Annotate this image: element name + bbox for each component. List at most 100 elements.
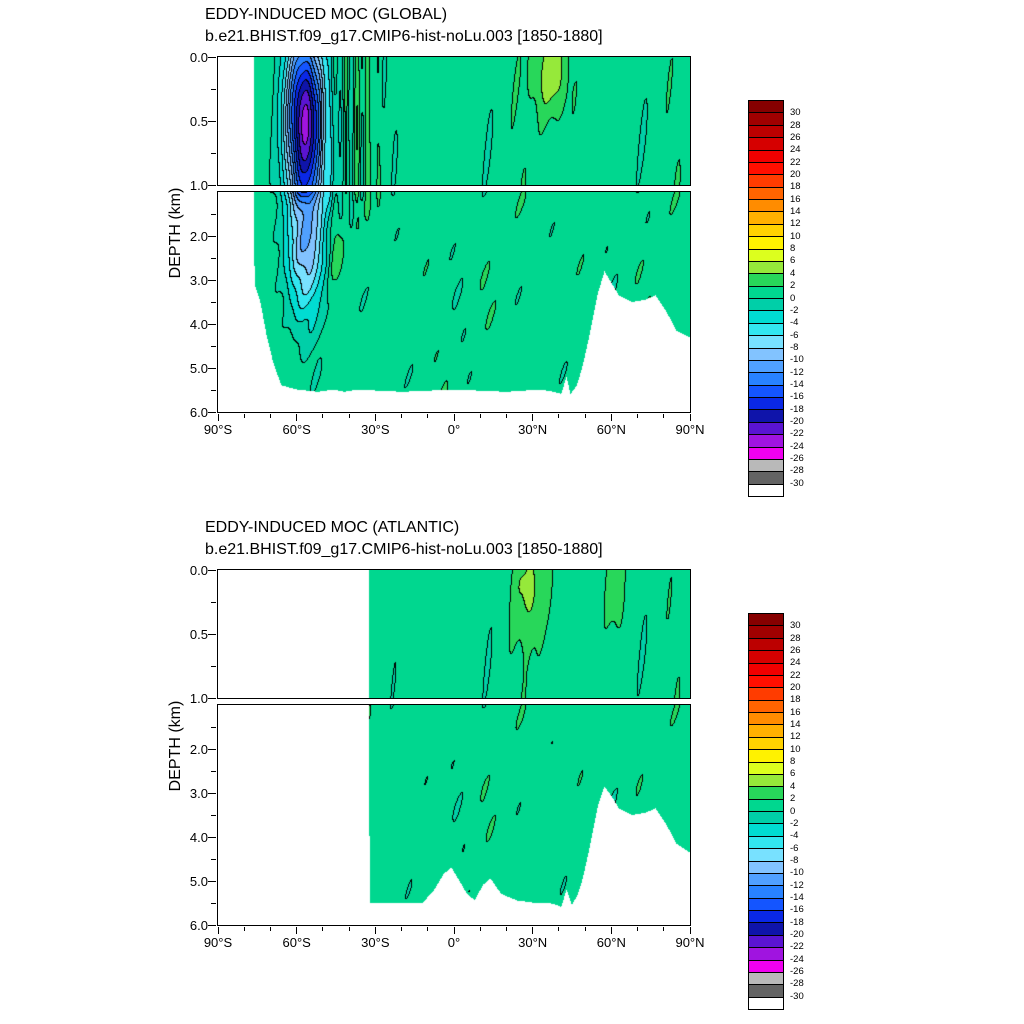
x-axis-tick — [610, 927, 612, 934]
colorbar-box — [749, 125, 783, 139]
colorbar-label: -20 — [790, 928, 804, 940]
case-subtitle: b.e21.BHIST.f09_g17.CMIP6-hist-noLu.003 … — [205, 28, 603, 45]
y-axis-minor-tick — [211, 902, 216, 904]
panel-global-moc: EDDY-INDUCED MOC (GLOBAL) b.e21.BHIST.f0… — [0, 0, 1024, 511]
y-axis-minor-tick — [211, 345, 216, 347]
colorbar-box — [749, 472, 783, 485]
x-axis-minor-tick — [479, 927, 481, 931]
y-axis-minor-tick — [211, 858, 216, 860]
y-axis-tick — [208, 120, 216, 122]
x-tick-label: 0° — [447, 935, 461, 950]
y-axis-tick — [208, 411, 216, 413]
colorbar-box — [749, 762, 783, 775]
colorbar-label: 12 — [790, 731, 801, 743]
colorbar-label: 8 — [790, 756, 796, 768]
colorbar-label: -8 — [790, 854, 799, 866]
panel-atlantic-moc: EDDY-INDUCED MOC (ATLANTIC) b.e21.BHIST.… — [0, 513, 1024, 1024]
y-axis-tick — [208, 633, 216, 635]
colorbar-box — [749, 873, 783, 887]
colorbar-box — [749, 911, 783, 924]
x-tick-label: 30°N — [518, 935, 548, 950]
colorbar-label: -18 — [790, 916, 804, 928]
colorbar-box — [749, 638, 783, 652]
x-axis-minor-tick — [663, 414, 665, 418]
lower-contour-canvas — [217, 191, 690, 412]
colorbar — [748, 613, 784, 1010]
colorbar-label: -28 — [790, 978, 804, 990]
colorbar-label: -16 — [790, 391, 804, 403]
colorbar-box — [749, 774, 783, 788]
colorbar-box — [749, 224, 783, 238]
colorbar-box — [749, 812, 783, 825]
colorbar-box — [749, 249, 783, 262]
y-axis-tick — [208, 792, 216, 794]
x-tick-label: 90°N — [675, 422, 705, 437]
colorbar-box — [749, 299, 783, 312]
colorbar-label: -6 — [790, 329, 799, 341]
y-axis-tick — [208, 367, 216, 369]
colorbar-box — [749, 336, 783, 349]
colorbar-box — [749, 948, 783, 961]
colorbar-box — [749, 663, 783, 676]
colorbar-label: 16 — [790, 193, 801, 205]
colorbar — [748, 100, 784, 497]
colorbar-label: 16 — [790, 706, 801, 718]
x-axis-tick — [296, 927, 298, 934]
x-tick-label: 60°S — [282, 422, 311, 437]
colorbar-box — [749, 997, 783, 1009]
colorbar-box — [749, 422, 783, 436]
y-axis-minor-tick — [211, 213, 216, 215]
y-tick-label: 1.0 — [189, 691, 208, 706]
colorbar-label: -4 — [790, 830, 799, 842]
colorbar-box — [749, 737, 783, 751]
y-axis-tick — [208, 56, 216, 58]
colorbar-box — [749, 360, 783, 374]
colorbar-box — [749, 101, 783, 114]
upper-contour-canvas — [217, 56, 690, 185]
colorbar-label: 28 — [790, 119, 801, 131]
x-axis-tick — [610, 414, 612, 421]
colorbar-box — [749, 398, 783, 411]
x-axis-minor-tick — [584, 927, 586, 931]
colorbar-label: -30 — [790, 990, 804, 1002]
colorbar-box — [749, 237, 783, 250]
colorbar-label: -10 — [790, 867, 804, 879]
x-tick-label: 90°N — [675, 935, 705, 950]
lower-contour-canvas — [217, 704, 690, 925]
y-tick-label: 6.0 — [189, 918, 208, 933]
colorbar-label: 24 — [790, 144, 801, 156]
y-axis-minor-tick — [211, 770, 216, 772]
colorbar-label: 8 — [790, 243, 796, 255]
colorbar-box — [749, 459, 783, 473]
colorbar-label: -4 — [790, 317, 799, 329]
colorbar-label: -24 — [790, 953, 804, 965]
y-axis-tick — [208, 184, 216, 186]
colorbar-label: -6 — [790, 842, 799, 854]
x-axis-minor-tick — [558, 927, 560, 931]
colorbar-label: -26 — [790, 965, 804, 977]
x-axis-minor-tick — [401, 927, 403, 931]
colorbar-label: 0 — [790, 805, 796, 817]
colorbar-label: 12 — [790, 218, 801, 230]
colorbar-label: -14 — [790, 378, 804, 390]
x-tick-label: 0° — [447, 422, 461, 437]
y-axis-tick — [208, 235, 216, 237]
colorbar-label: 18 — [790, 694, 801, 706]
colorbar-box — [749, 923, 783, 936]
colorbar-box — [749, 435, 783, 448]
colorbar-label: 4 — [790, 267, 796, 279]
x-tick-label: 60°N — [596, 935, 626, 950]
x-axis-tick — [689, 927, 691, 934]
colorbar-label: 2 — [790, 280, 796, 292]
colorbar-label: -16 — [790, 904, 804, 916]
colorbar-label: 24 — [790, 657, 801, 669]
colorbar-box — [749, 348, 783, 361]
colorbar-box — [749, 200, 783, 213]
colorbar-label: 6 — [790, 768, 796, 780]
x-axis-tick — [217, 414, 219, 421]
x-axis-tick — [532, 414, 534, 421]
colorbar-box — [749, 713, 783, 726]
x-tick-label: 30°N — [518, 422, 548, 437]
x-axis-minor-tick — [322, 927, 324, 931]
